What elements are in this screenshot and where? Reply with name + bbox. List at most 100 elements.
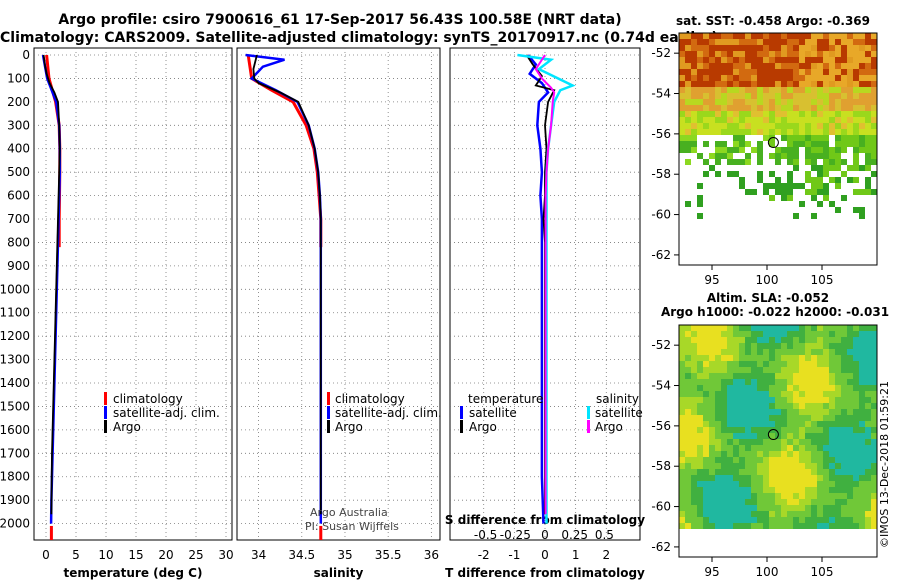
map-cell <box>871 75 877 81</box>
map-cell <box>835 361 841 367</box>
map-cell <box>775 391 781 397</box>
map-cell <box>859 33 865 39</box>
map-cell <box>691 499 697 505</box>
map-cell <box>709 511 715 517</box>
map-cell <box>787 451 793 457</box>
map-cell <box>799 361 805 367</box>
map-cell <box>871 421 877 427</box>
map-cell <box>739 111 745 117</box>
map-cell <box>739 45 745 51</box>
map-cell <box>691 123 697 129</box>
map-cell <box>775 505 781 511</box>
map-cell <box>709 523 715 529</box>
map-cell <box>757 367 763 373</box>
map-cell <box>823 147 829 153</box>
map-cell <box>763 493 769 499</box>
map-cell <box>793 165 799 171</box>
map-cell <box>871 373 877 379</box>
salinity-legend: climatology satellite-adj. clim. Argo <box>327 392 442 434</box>
map-cell <box>769 451 775 457</box>
map-cell <box>829 427 835 433</box>
map-cell <box>859 415 865 421</box>
map-cell <box>709 99 715 105</box>
map-cell <box>709 451 715 457</box>
x-tick-label: 20 <box>158 548 173 562</box>
map-cell <box>787 63 793 69</box>
lon-tick-label: 100 <box>756 273 779 287</box>
map-cell <box>703 349 709 355</box>
map-cell <box>715 445 721 451</box>
map-cell <box>739 355 745 361</box>
map-cell <box>679 481 685 487</box>
map-cell <box>739 439 745 445</box>
map-cell <box>745 81 751 87</box>
map-cell <box>811 325 817 331</box>
map-cells <box>679 325 877 529</box>
map-cell <box>697 45 703 51</box>
map-cell <box>859 141 865 147</box>
map-cell <box>697 463 703 469</box>
map-cell <box>805 93 811 99</box>
map-cell <box>829 337 835 343</box>
map-cell <box>727 523 733 529</box>
map-cell <box>829 45 835 51</box>
map-cell <box>817 367 823 373</box>
map-cell <box>703 505 709 511</box>
map-cell <box>835 87 841 93</box>
map-cell <box>841 331 847 337</box>
map-cell <box>823 93 829 99</box>
map-cell <box>811 493 817 499</box>
map-cell <box>769 469 775 475</box>
map-cell <box>679 379 685 385</box>
map-cell <box>805 51 811 57</box>
map-cell <box>721 147 727 153</box>
map-cell <box>787 99 793 105</box>
map-cell <box>739 499 745 505</box>
map-cell <box>715 33 721 39</box>
map-cell <box>871 189 877 195</box>
map-cell <box>811 39 817 45</box>
map-cell <box>709 379 715 385</box>
map-cell <box>769 481 775 487</box>
map-cell <box>853 343 859 349</box>
map-cell <box>769 379 775 385</box>
map-cell <box>733 463 739 469</box>
map-cell <box>769 331 775 337</box>
map-cell <box>721 433 727 439</box>
map-cell <box>685 469 691 475</box>
map-cell <box>799 517 805 523</box>
map-cell <box>733 105 739 111</box>
map-cell <box>691 475 697 481</box>
map-cell <box>841 69 847 75</box>
map-cell <box>769 385 775 391</box>
map-cell <box>739 57 745 63</box>
lon-tick-label: 105 <box>811 273 834 287</box>
map-cell <box>829 385 835 391</box>
map-cell <box>751 517 757 523</box>
map-cell <box>775 469 781 475</box>
map-cell <box>829 439 835 445</box>
x-tick-label: -1 <box>508 548 520 562</box>
map-cell <box>721 511 727 517</box>
credit-line2: PI: Susan Wijffels <box>305 520 399 533</box>
map-cell <box>787 105 793 111</box>
map-cell <box>847 349 853 355</box>
map-cell <box>793 57 799 63</box>
map-cell <box>805 415 811 421</box>
map-cell <box>721 481 727 487</box>
map-cell <box>799 391 805 397</box>
map-cell <box>733 499 739 505</box>
map-cell <box>733 33 739 39</box>
map-cell <box>865 367 871 373</box>
map-cell <box>733 451 739 457</box>
map-cell <box>835 33 841 39</box>
depth-tick-label: 1700 <box>0 446 30 460</box>
map-cell <box>703 39 709 45</box>
map-cell <box>847 337 853 343</box>
map-cell <box>847 469 853 475</box>
map-cell <box>847 439 853 445</box>
map-cell <box>709 111 715 117</box>
map-cell <box>685 517 691 523</box>
map-cell <box>823 141 829 147</box>
map-cell <box>847 475 853 481</box>
